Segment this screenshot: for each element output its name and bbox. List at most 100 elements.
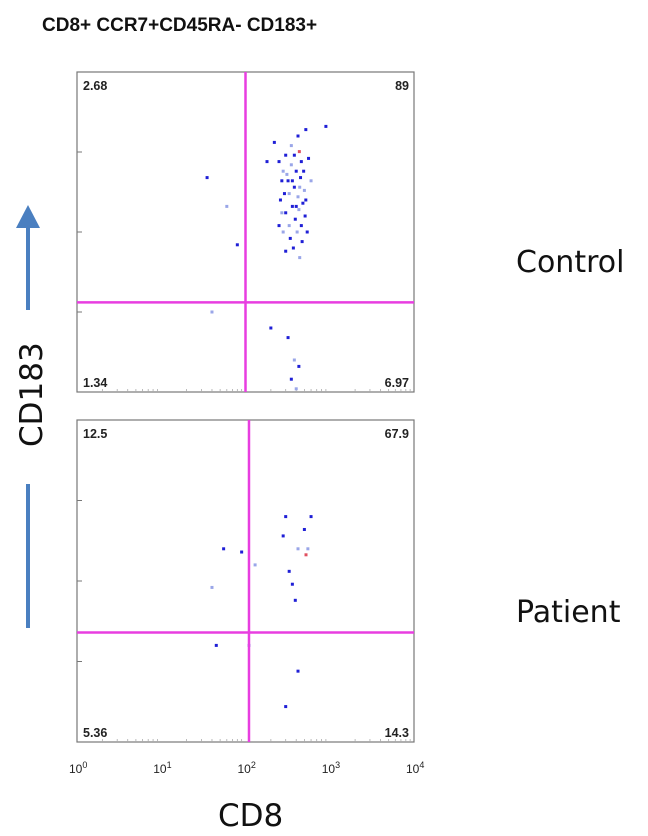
quadrant-bottom-left: 5.36 xyxy=(83,726,107,740)
event-point xyxy=(284,249,288,253)
event-point xyxy=(302,169,306,173)
quadrant-top-right: 89 xyxy=(395,79,409,93)
event-point xyxy=(299,176,303,180)
event-point xyxy=(205,176,209,180)
event-point xyxy=(298,256,302,260)
event-point xyxy=(297,208,301,212)
x-axis-ticks: 100 101 1 0 2 103 104 xyxy=(69,760,424,776)
event-point xyxy=(293,598,297,602)
event-point xyxy=(284,705,288,709)
x-tick-label: 104 xyxy=(406,760,424,776)
quadrant-top-left: 2.68 xyxy=(83,79,107,93)
x-axis-label: CD8 xyxy=(218,798,283,834)
event-point xyxy=(289,377,293,381)
event-point xyxy=(296,669,300,673)
event-point xyxy=(269,326,273,330)
quadrant-bottom-right: 6.97 xyxy=(385,376,409,390)
event-point xyxy=(291,246,295,250)
quadrant-top-right: 67.9 xyxy=(385,427,409,441)
event-point xyxy=(286,336,290,340)
event-point xyxy=(280,211,284,215)
event-point xyxy=(304,198,308,202)
event-point xyxy=(299,224,303,228)
event-point xyxy=(292,153,296,157)
group-label-patient: Patient xyxy=(516,595,621,630)
event-point xyxy=(286,179,290,183)
x-tick-exponent: 2 xyxy=(251,760,256,770)
x-tick-label: 103 xyxy=(322,760,340,776)
event-point xyxy=(294,169,298,173)
event-point xyxy=(281,169,285,173)
event-point xyxy=(288,236,292,240)
event-point xyxy=(281,230,285,234)
event-point xyxy=(296,195,300,199)
event-point xyxy=(265,160,269,164)
event-point xyxy=(294,387,298,391)
event-point xyxy=(210,585,214,589)
event-point xyxy=(284,211,288,215)
event-point xyxy=(292,358,296,362)
chart-title: CD8+ CCR7+CD45RA- CD183+ xyxy=(42,15,317,36)
event-point xyxy=(272,140,276,144)
panel-frame xyxy=(76,419,415,743)
y-axis-label: CD183 xyxy=(14,342,50,447)
event-point xyxy=(294,204,298,208)
event-point xyxy=(301,201,305,205)
x-tick-exponent: 1 xyxy=(167,760,172,770)
x-tick-exponent: 0 xyxy=(82,760,87,770)
event-point xyxy=(306,547,310,551)
event-point xyxy=(284,515,288,519)
up-arrow-head xyxy=(16,205,40,228)
panel-patient: 12.5 67.9 5.36 14.3 xyxy=(76,419,415,743)
event-point xyxy=(280,179,284,183)
event-point xyxy=(300,240,304,244)
event-point xyxy=(293,217,297,221)
event-point xyxy=(287,569,291,573)
event-point xyxy=(290,179,294,183)
event-point xyxy=(225,204,229,208)
event-point xyxy=(302,188,306,192)
x-tick-exponent: 4 xyxy=(419,760,424,770)
event-point xyxy=(324,124,328,128)
event-point xyxy=(284,153,288,157)
event-point xyxy=(298,185,302,189)
event-point xyxy=(304,128,308,132)
event-point xyxy=(296,547,300,551)
event-point xyxy=(296,134,300,138)
quadrant-bottom-left: 1.34 xyxy=(83,376,107,390)
panel-control: 2.68 89 1.34 6.97 xyxy=(76,71,415,393)
event-point xyxy=(295,230,299,234)
event-point xyxy=(297,364,301,368)
event-point xyxy=(292,185,296,189)
event-point xyxy=(214,643,218,647)
event-point xyxy=(285,172,289,176)
group-label-control: Control xyxy=(516,245,624,280)
event-point xyxy=(235,243,239,247)
event-point xyxy=(287,192,291,196)
event-point xyxy=(309,515,313,519)
event-point xyxy=(305,230,309,234)
event-point xyxy=(210,310,214,314)
event-point xyxy=(222,547,226,551)
event-point xyxy=(240,550,244,554)
event-point xyxy=(278,198,282,202)
event-point-red xyxy=(304,553,308,557)
event-point xyxy=(299,160,303,164)
event-point xyxy=(277,160,281,164)
event-point xyxy=(307,156,311,160)
event-point xyxy=(289,163,293,167)
event-point xyxy=(290,204,294,208)
event-point xyxy=(287,224,291,228)
event-point xyxy=(309,179,313,183)
x-tick-exponent: 3 xyxy=(335,760,340,770)
event-point xyxy=(290,582,294,586)
quadrant-bottom-right: 14.3 xyxy=(385,726,409,740)
event-point xyxy=(253,563,257,567)
event-point xyxy=(282,192,286,196)
x-tick-label: 101 xyxy=(153,760,171,776)
event-point-red xyxy=(297,150,301,154)
y-axis-annotation: CD183 xyxy=(14,205,50,628)
x-tick-label: 100 xyxy=(69,760,87,776)
event-point xyxy=(289,144,293,148)
